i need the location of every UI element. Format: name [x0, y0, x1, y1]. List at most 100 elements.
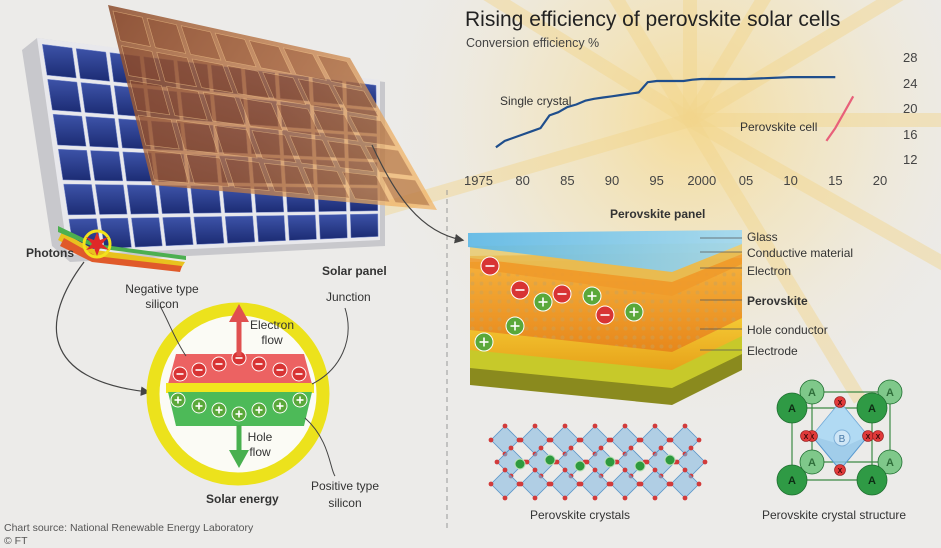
octahedron: [610, 469, 640, 499]
silicon-cell: [63, 183, 97, 216]
x-ion: [674, 459, 680, 465]
perovskite-film-cell: [166, 85, 208, 121]
perovskite-panel-label: Perovskite panel: [610, 207, 706, 221]
x-ion: [682, 495, 688, 501]
perovskite-film-cell: [191, 58, 234, 94]
x-atom-icon: [834, 396, 846, 408]
x-ion: [638, 481, 644, 487]
solar-panel-label: Solar panel: [322, 264, 387, 278]
electron-charge-icon: [231, 350, 247, 366]
arrow-panel-to-perovskite: [371, 144, 465, 244]
x-atom-label: X: [876, 434, 881, 441]
hole-charge-icon: [251, 402, 267, 418]
hole-charge-icon: [211, 402, 227, 418]
series-label-perovskite-cell: Perovskite cell: [740, 120, 818, 134]
x-atom-icon: [872, 430, 884, 442]
a-ion: [514, 458, 526, 470]
silicon-cell: [47, 79, 82, 113]
x-ion: [652, 495, 658, 501]
silicon-cell: [158, 185, 191, 214]
ft-credit: © FT: [4, 535, 28, 547]
y-tick-label: 20: [903, 101, 918, 116]
hole-charge-icon: [474, 332, 494, 352]
x-ion: [668, 437, 674, 443]
a-atom-label: A: [868, 475, 876, 487]
x-ion: [554, 459, 560, 465]
perovskite-panel-stack: [468, 230, 742, 405]
perovskite-film-cell: [112, 10, 151, 47]
x-ion: [608, 481, 614, 487]
x-ion: [592, 467, 598, 473]
chart-y-axis-label: Conversion efficiency %: [466, 36, 600, 50]
silicon-cell: [90, 150, 124, 182]
photon-beam: [58, 232, 185, 270]
octahedron: [520, 469, 550, 499]
negative-type-layer: [168, 354, 312, 384]
perovskite-film-cell: [175, 119, 219, 154]
series-line-0: [495, 75, 836, 149]
electron-flow-label: Electron flow: [249, 318, 295, 347]
y-tick-label: 28: [903, 50, 918, 65]
x-atom-icon: [834, 464, 846, 476]
perovskite-film-cell: [262, 71, 307, 106]
a-atom-label: A: [808, 457, 816, 469]
a-atom-label: A: [808, 387, 816, 399]
hole-flow-label: Hole flow: [247, 430, 273, 459]
a-atom-label: A: [788, 403, 796, 415]
perovskite-film-cell: [146, 149, 190, 184]
solar-energy-label: Solar energy: [206, 492, 279, 506]
a-atom-icon: [856, 392, 888, 424]
x-tick-label: 90: [604, 173, 620, 188]
perovskite-film-cell: [129, 80, 171, 116]
x-ion: [524, 459, 530, 465]
positive-type-label: Positive type silicon: [310, 479, 380, 510]
glass-label: Glass: [747, 230, 778, 244]
x-ion: [518, 437, 524, 443]
perovskite-film-cell: [381, 176, 431, 207]
a-ion: [544, 454, 556, 466]
a-ion: [574, 460, 586, 472]
perovskite-crystals-label: Perovskite crystals: [530, 508, 631, 522]
photons-label: Photons: [26, 246, 74, 260]
a-atom-label: A: [788, 475, 796, 487]
silicon-cell: [224, 215, 256, 244]
electron-charge-icon: [191, 362, 207, 378]
x-ion: [628, 445, 634, 451]
perovskite-layer-label: Perovskite: [747, 294, 808, 308]
silicon-cell: [95, 184, 128, 215]
x-tick-label: 95: [649, 173, 664, 188]
chart-source-note: Chart source: National Renewable Energy …: [4, 522, 254, 534]
x-tick-label: 1975: [464, 173, 493, 188]
y-tick-label: 12: [903, 152, 918, 167]
x-atom-label: X: [804, 434, 809, 441]
octahedron: [490, 469, 520, 499]
perovskite-film-cell: [251, 130, 297, 163]
x-ion: [562, 467, 568, 473]
x-ion: [592, 423, 598, 429]
x-ion: [502, 423, 508, 429]
efficiency-line-chart: [495, 75, 855, 149]
x-ion: [548, 481, 554, 487]
perovskite-film-cells: [112, 10, 431, 207]
octahedron: [550, 469, 580, 499]
electron-flow-arrow-icon: [229, 304, 249, 322]
arrow-panel-to-solar: [55, 261, 151, 396]
hole-charge-icon: [191, 398, 207, 414]
x-ion: [622, 423, 628, 429]
perovskite-film-cell: [341, 171, 391, 203]
x-ion: [532, 495, 538, 501]
x-ion: [622, 495, 628, 501]
x-ion: [622, 467, 628, 473]
x-ion: [688, 445, 694, 451]
x-ion: [598, 445, 604, 451]
negative-type-label: Negative type silicon: [125, 282, 199, 311]
silicon-cell: [58, 148, 92, 181]
perovskite-film-cell: [146, 17, 187, 54]
perovskite-film-cell: [202, 91, 246, 126]
photon-circle: [82, 229, 112, 259]
x-ion: [658, 445, 664, 451]
x-ion: [652, 467, 658, 473]
perovskite-film-cell: [214, 32, 257, 68]
silicon-cell: [80, 82, 115, 115]
